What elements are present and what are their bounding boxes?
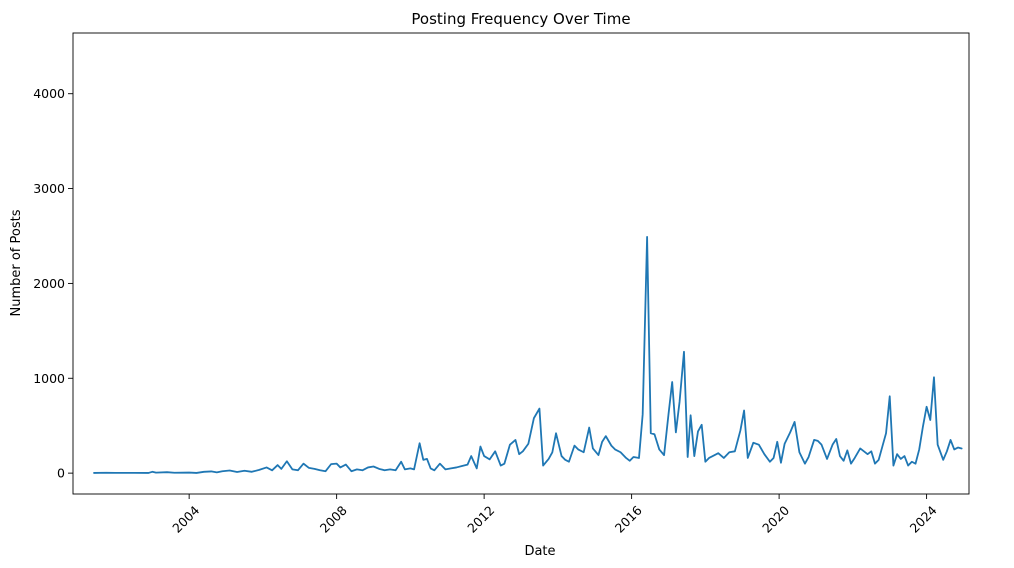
series-line — [93, 236, 963, 474]
y-axis-ticks: 0 1000 2000 3000 4000 — [33, 86, 73, 481]
y-tick-label: 4000 — [33, 86, 65, 101]
y-tick-label: 0 — [57, 466, 65, 481]
y-tick-label: 1000 — [33, 371, 65, 386]
y-tick-label: 2000 — [33, 276, 65, 291]
y-axis-label: Number of Posts — [9, 209, 24, 316]
y-tick-label: 3000 — [33, 181, 65, 196]
plot-frame — [72, 32, 970, 495]
chart-title: Posting Frequency Over Time — [411, 10, 630, 28]
x-axis-label: Date — [524, 544, 555, 559]
